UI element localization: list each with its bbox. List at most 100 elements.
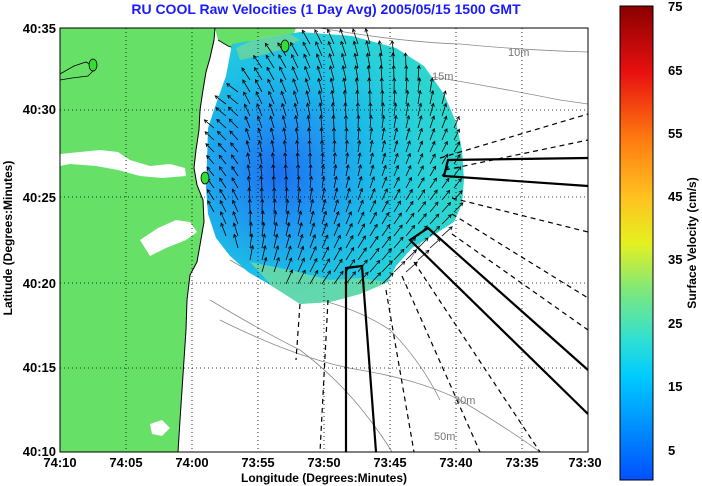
coastline: [177, 28, 216, 452]
velocity-vector: [309, 164, 312, 177]
velocity-vector-head: [406, 140, 411, 145]
velocity-vector: [285, 234, 291, 249]
velocity-vector: [429, 103, 434, 117]
velocity-vector-head: [380, 89, 385, 94]
velocity-vector: [261, 222, 265, 237]
velocity-vector: [357, 223, 365, 237]
velocity-vector: [282, 115, 287, 129]
velocity-vector: [321, 234, 329, 249]
velocity-vector: [233, 222, 239, 237]
velocity-vector: [327, 29, 335, 45]
velocity-vector: [341, 53, 347, 69]
velocity-vector: [417, 189, 426, 201]
velocity-vector: [297, 246, 304, 261]
velocity-vector: [344, 90, 347, 105]
velocity-vector-head: [232, 210, 237, 216]
velocity-vector: [321, 270, 331, 285]
velocity-vector-head: [279, 66, 283, 71]
velocity-vector: [285, 222, 290, 237]
velocity-vector-head: [456, 141, 461, 146]
velocity-vector-head: [261, 221, 266, 226]
velocity-vector: [248, 187, 251, 201]
velocity-vector: [379, 53, 383, 69]
velocity-vector: [441, 128, 448, 141]
velocity-vector-head: [393, 102, 398, 107]
velocity-vector: [333, 199, 339, 213]
velocity-vector-head: [407, 164, 412, 170]
velocity-vector-head: [419, 153, 424, 158]
velocity-vector: [345, 188, 350, 201]
velocity-vector-head: [459, 202, 464, 207]
velocity-vector: [429, 165, 437, 177]
velocity-vector: [309, 234, 316, 249]
velocity-vector: [273, 257, 280, 273]
velocity-vector: [264, 43, 275, 57]
velocity-vector: [207, 200, 215, 213]
velocity-vector-head: [345, 164, 350, 169]
velocity-vector-head: [255, 91, 260, 96]
velocity-vector: [369, 236, 379, 249]
velocity-vector-head: [311, 222, 316, 227]
velocity-vector: [217, 131, 227, 141]
velocity-vector: [381, 272, 394, 285]
velocity-vector: [381, 212, 390, 225]
velocity-vector-head: [220, 222, 225, 227]
velocity-vector: [219, 166, 227, 177]
velocity-vector-head: [330, 89, 335, 95]
velocity-vector: [333, 271, 344, 285]
antenna-marker-coast: [200, 171, 210, 185]
velocity-vector-head: [220, 211, 224, 216]
velocity-vector: [269, 103, 275, 117]
velocity-vector: [357, 115, 359, 129]
velocity-vector: [405, 153, 411, 165]
plot-border: [59, 27, 589, 453]
velocity-vector: [227, 95, 239, 105]
velocity-vector-head: [320, 163, 325, 169]
velocity-vector: [393, 128, 398, 141]
velocity-vector: [357, 211, 365, 225]
velocity-vector: [309, 222, 315, 237]
velocity-vector: [303, 54, 311, 69]
y-tick-label: 40:10: [23, 444, 56, 459]
velocity-vector-head: [294, 127, 299, 132]
velocity-vector: [429, 189, 438, 201]
velocity-vector: [367, 65, 371, 81]
velocity-vector: [429, 141, 436, 153]
velocity-vector: [369, 115, 372, 129]
velocity-vector-head: [302, 41, 307, 46]
velocity-vector-head: [339, 28, 344, 33]
velocity-vector: [354, 53, 359, 69]
velocity-vector: [232, 211, 239, 225]
velocity-vector-head: [260, 198, 265, 203]
velocity-vector-head: [433, 177, 437, 182]
velocity-vector: [333, 140, 335, 153]
velocity-vector-head: [394, 152, 399, 157]
velocity-vector: [260, 176, 263, 189]
x-tick-label: 73:30: [568, 455, 601, 470]
velocity-vector-head: [443, 128, 448, 133]
velocity-vector-head: [309, 187, 314, 192]
map-title: RU COOL Raw Velocities (1 Day Avg) 2005/…: [131, 1, 521, 17]
x-tick-label: 73:40: [439, 455, 472, 470]
velocity-vector-head: [294, 114, 299, 120]
velocity-vector: [393, 212, 402, 225]
velocity-vector-head: [374, 235, 379, 240]
velocity-vector-head: [417, 89, 422, 95]
velocity-vector: [226, 83, 239, 93]
velocity-vector: [333, 259, 343, 273]
velocity-vector: [270, 128, 275, 141]
velocity-vector-head: [264, 42, 269, 47]
velocity-vector: [453, 202, 464, 213]
velocity-vector: [369, 212, 377, 225]
velocity-vector-head: [338, 258, 343, 263]
velocity-vector: [272, 164, 275, 177]
velocity-vector-head: [261, 233, 266, 238]
velocity-vector-head: [356, 114, 361, 119]
velocity-vector: [453, 129, 460, 141]
velocity-vector: [333, 235, 341, 249]
velocity-vector-head: [394, 139, 399, 145]
y-tick-label: 40:15: [23, 360, 56, 375]
velocity-vector: [249, 222, 252, 237]
velocity-vector: [393, 224, 403, 237]
velocity-vector-head: [273, 221, 278, 227]
